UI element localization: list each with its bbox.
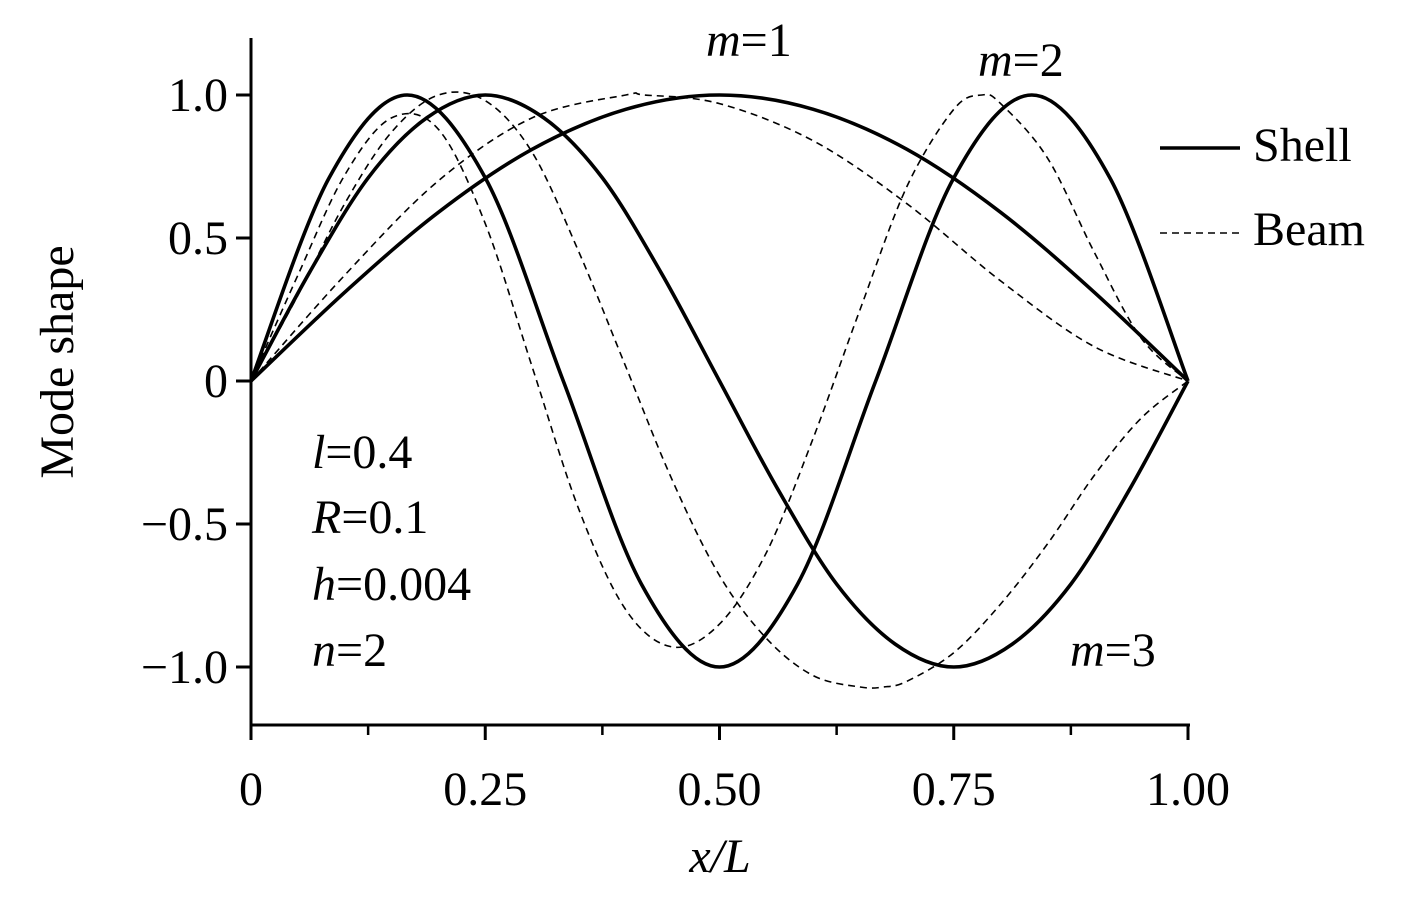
- annotation-m2: m=2: [978, 34, 1064, 87]
- beam-m3-line: [250, 91, 1189, 689]
- annotation-m3: m=3: [1070, 624, 1156, 677]
- legend-shell-label: Shell: [1253, 119, 1352, 172]
- param-h: h=0.004: [312, 558, 471, 611]
- x-tick-label: 1.00: [1146, 763, 1230, 816]
- y-tick-label: −0.5: [141, 498, 228, 551]
- beam-m2-line: [250, 93, 1189, 649]
- x-tick-label: 0.50: [678, 763, 762, 816]
- shell-m3-line: [249, 93, 1190, 669]
- legend: Shell Beam: [1160, 119, 1365, 256]
- x-tick-label: 0: [239, 763, 263, 816]
- tick-labels: 0 0.25 0.50 0.75 1.00 −1.0 −0.5 0 0.5 1.0: [141, 69, 1230, 816]
- ticks: [236, 93, 1190, 740]
- y-axis-title: Mode shape: [31, 245, 84, 478]
- parameter-block: l=0.4 R=0.1 h=0.004 n=2: [311, 426, 471, 677]
- legend-beam-label: Beam: [1253, 203, 1365, 256]
- series-group: [249, 91, 1190, 689]
- param-n: n=2: [312, 624, 387, 677]
- y-tick-label: −1.0: [141, 641, 228, 694]
- y-tick-label: 0.5: [168, 212, 228, 265]
- y-tick-label: 1.0: [168, 69, 228, 122]
- x-tick-label: 0.25: [443, 763, 527, 816]
- beam-m1-line: [250, 92, 1189, 382]
- param-l: l=0.4: [312, 426, 412, 479]
- x-axis-title: x/L: [688, 830, 750, 883]
- annotation-m1: m=1: [706, 14, 792, 67]
- y-tick-label: 0: [204, 355, 228, 408]
- shell-m1-line: [249, 93, 1190, 383]
- shell-m2-line: [249, 93, 1190, 669]
- x-tick-label: 0.75: [912, 763, 996, 816]
- param-R: R=0.1: [311, 491, 428, 544]
